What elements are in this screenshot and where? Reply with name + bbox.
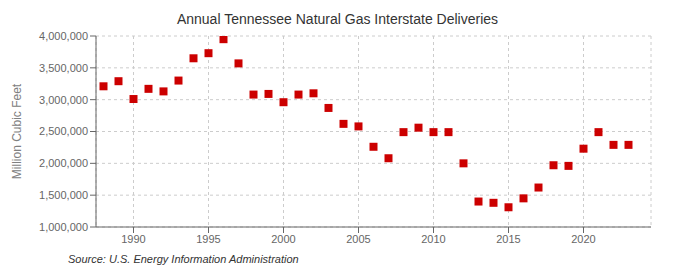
- svg-text:1,000,000: 1,000,000: [39, 221, 88, 233]
- svg-text:2005: 2005: [346, 233, 370, 245]
- svg-text:2015: 2015: [496, 233, 520, 245]
- svg-text:3,000,000: 3,000,000: [39, 94, 88, 106]
- svg-text:1,500,000: 1,500,000: [39, 189, 88, 201]
- svg-text:1995: 1995: [196, 233, 220, 245]
- svg-text:2010: 2010: [421, 233, 445, 245]
- svg-text:2000: 2000: [271, 233, 295, 245]
- svg-text:4,000,000: 4,000,000: [39, 30, 88, 42]
- svg-text:2020: 2020: [571, 233, 595, 245]
- html-text:Source: U.S. Energy Informatio: Source: U.S. Energy Information Administ…: [68, 253, 299, 265]
- svg-text:1990: 1990: [121, 233, 145, 245]
- svg-text:Million Cubic Feet: Million Cubic Feet: [10, 83, 24, 179]
- svg-text:3,500,000: 3,500,000: [39, 62, 88, 74]
- svg-text:2,000,000: 2,000,000: [39, 157, 88, 169]
- svg-text:2,500,000: 2,500,000: [39, 125, 88, 137]
- html-text:Annual Tennessee Natural Gas I: Annual Tennessee Natural Gas Interstate …: [176, 11, 499, 27]
